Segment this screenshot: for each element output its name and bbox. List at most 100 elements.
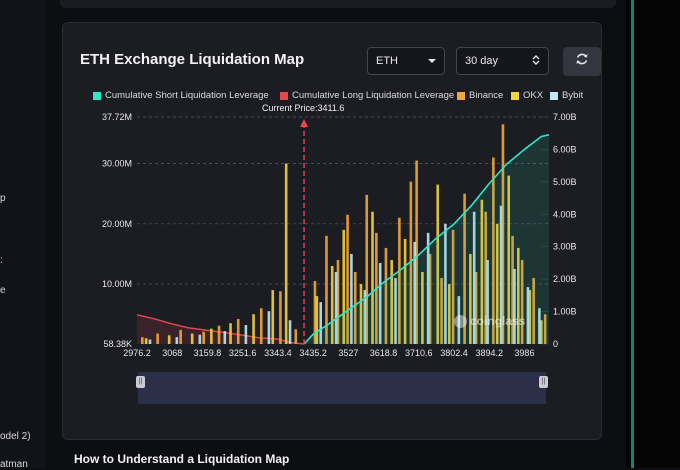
refresh-icon xyxy=(575,52,589,71)
refresh-button[interactable] xyxy=(563,47,601,76)
watermark-text: coinglass xyxy=(470,314,526,328)
bar-okx xyxy=(284,163,288,344)
right-axis-tick: 0 xyxy=(553,339,558,349)
bar-binance xyxy=(398,217,401,344)
bar-binance xyxy=(428,253,432,344)
right-axis-tick: 3.00B xyxy=(553,242,577,252)
top-panel-edge xyxy=(60,0,616,8)
bar-okx xyxy=(447,284,451,344)
bar-bybit xyxy=(472,211,476,344)
x-axis-tick: 3986 xyxy=(514,348,534,358)
bar-okx xyxy=(390,259,393,344)
bar-bybit xyxy=(334,272,338,344)
bar-binance xyxy=(492,157,495,344)
bar-bybit xyxy=(244,325,248,344)
legend-label: Cumulative Long Liquidation Leverage xyxy=(292,90,455,101)
bar-okx xyxy=(469,253,472,344)
bar-okx xyxy=(421,272,424,344)
left-axis-tick: 30.00M xyxy=(102,159,132,169)
bar-binance xyxy=(325,235,328,344)
bar-okx xyxy=(210,328,213,344)
x-axis-tick: 3710.6 xyxy=(405,348,433,358)
legend-label: Bybit xyxy=(562,90,584,101)
bar-okx xyxy=(480,199,484,344)
bar-bybit xyxy=(350,253,353,344)
chart-axes: 58.38K 10.00M 20.00M 30.00M 37.72M 0 1.00B 2.00… xyxy=(102,112,577,358)
bar-okx xyxy=(190,333,194,344)
bar-binance xyxy=(156,333,159,344)
bar-binance xyxy=(409,181,413,344)
bar-okx xyxy=(495,223,499,344)
bar-okx xyxy=(252,314,255,344)
left-axis-tick: 20.00M xyxy=(102,219,132,229)
current-price-marker xyxy=(300,119,309,344)
left-fragment-5: atman xyxy=(0,459,28,470)
left-fragment-2: : xyxy=(0,255,3,266)
right-axis-tick: 1.00B xyxy=(553,307,577,317)
bar-okx xyxy=(540,320,543,344)
exchange-bars xyxy=(140,124,547,344)
symbol-select-value: ETH xyxy=(376,55,398,67)
bar-bybit xyxy=(198,334,202,344)
range-select[interactable]: 30 day xyxy=(456,47,549,75)
bar-bybit xyxy=(148,339,152,344)
bar-okx xyxy=(167,335,171,344)
bar-bybit xyxy=(267,311,271,344)
bar-bybit xyxy=(319,302,323,344)
left-sidebar-fragment xyxy=(0,0,46,468)
legend-item-bybit[interactable]: Bybit xyxy=(550,90,583,101)
symbol-select[interactable]: ETH xyxy=(367,47,445,75)
x-axis-tick: 3251.6 xyxy=(229,348,257,358)
bar-okx xyxy=(507,175,511,344)
bar-binance xyxy=(140,337,144,344)
legend-swatch xyxy=(93,91,101,100)
bar-binance xyxy=(236,319,240,344)
bar-binance xyxy=(179,329,182,344)
legend-item-binance[interactable]: Binance xyxy=(457,90,503,101)
legend-item-long[interactable]: Cumulative Long Liquidation Leverage xyxy=(280,90,454,101)
bar-okx xyxy=(359,284,363,344)
bar-bybit xyxy=(486,259,489,344)
bar-bybit xyxy=(538,308,541,344)
legend-swatch xyxy=(280,91,288,100)
bar-bybit xyxy=(457,296,461,344)
bar-okx xyxy=(229,323,232,344)
bar-bybit xyxy=(444,223,447,344)
short-leverage-area xyxy=(303,134,550,345)
bar-binance xyxy=(543,314,547,344)
bar-binance xyxy=(532,278,535,344)
zoom-range-slider[interactable] xyxy=(138,372,546,404)
bar-okx xyxy=(330,265,334,344)
left-fragment-3: e xyxy=(0,285,6,296)
bar-binance xyxy=(336,259,340,344)
bar-bybit xyxy=(223,331,227,344)
long-leverage-area xyxy=(136,314,305,345)
right-axis-tick: 2.00B xyxy=(553,274,577,284)
legend-swatch xyxy=(457,91,465,100)
bar-bybit xyxy=(363,290,367,344)
right-axis-tick: 7.00B xyxy=(553,112,577,122)
bar-bybit xyxy=(526,287,530,344)
long-leverage-line xyxy=(136,314,305,345)
slider-left-handle[interactable]: || xyxy=(136,376,145,388)
bar-binance xyxy=(313,281,317,344)
coinglass-watermark: coinglass xyxy=(454,314,525,328)
bar-bybit xyxy=(175,337,179,344)
left-fragment-4: odel 2) xyxy=(0,431,31,442)
bar-binance xyxy=(501,124,505,344)
coinglass-logo-icon xyxy=(454,314,467,328)
legend-item-short[interactable]: Cumulative Short Liquidation Leverage xyxy=(93,90,269,101)
slider-right-handle[interactable]: || xyxy=(539,376,548,388)
bar-bybit xyxy=(426,232,430,344)
bar-binance xyxy=(365,194,369,344)
range-select-value: 30 day xyxy=(465,55,499,67)
bar-binance xyxy=(484,211,487,344)
legend-label: Cumulative Short Liquidation Leverage xyxy=(105,90,269,101)
current-price-label: Current Price:3411.6 xyxy=(262,103,345,113)
bar-okx xyxy=(315,296,319,344)
monitor-bezel xyxy=(626,0,680,468)
bar-binance xyxy=(463,193,466,344)
bar-bybit xyxy=(413,241,417,344)
legend-item-okx[interactable]: OKX xyxy=(511,90,543,101)
